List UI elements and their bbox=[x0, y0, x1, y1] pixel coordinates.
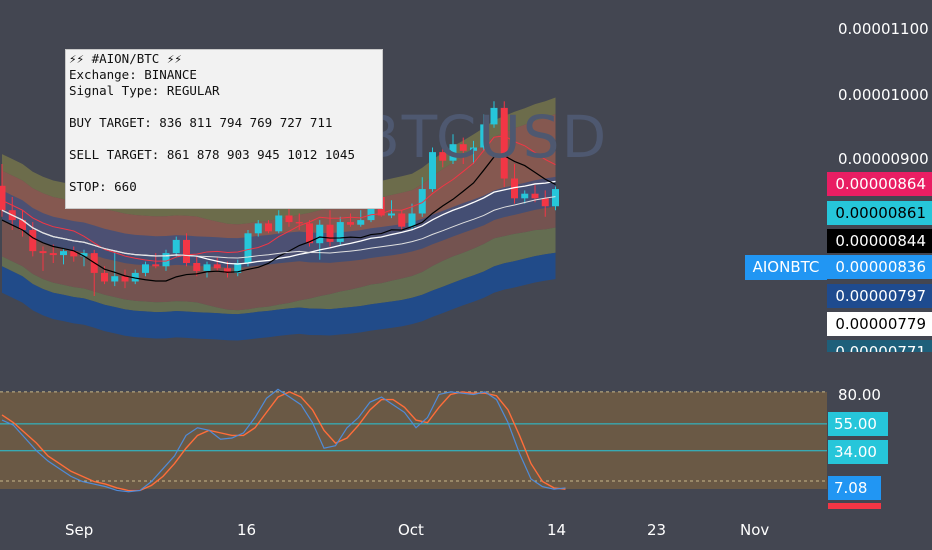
moving-averages bbox=[1, 135, 556, 282]
signal-exchange: Exchange: BINANCE bbox=[69, 67, 197, 82]
candle bbox=[439, 144, 447, 168]
candle bbox=[408, 203, 416, 230]
candle bbox=[142, 261, 149, 277]
candle bbox=[131, 269, 139, 285]
stochastic-oscillator bbox=[0, 388, 827, 493]
candle bbox=[552, 186, 559, 211]
candle bbox=[418, 177, 426, 217]
ma-grey bbox=[1, 196, 556, 259]
candle bbox=[121, 269, 129, 289]
date-label: Sep bbox=[65, 521, 94, 539]
price-label: 0.00000797 bbox=[827, 284, 932, 308]
stoch-d-line bbox=[1, 391, 566, 492]
candle bbox=[60, 248, 67, 265]
signal-sell-targets: SELL TARGET: 861 878 903 945 1012 1045 bbox=[69, 147, 355, 162]
candle bbox=[265, 220, 272, 234]
candle bbox=[357, 210, 365, 227]
candle bbox=[111, 251, 119, 287]
candle bbox=[285, 206, 293, 227]
band-lower bbox=[2, 181, 556, 311]
watermark: BTCUSD bbox=[360, 103, 609, 171]
candle bbox=[480, 114, 488, 151]
signal-title: ⚡⚡ #AION/BTC ⚡⚡ bbox=[69, 51, 182, 66]
candle bbox=[224, 261, 231, 278]
band-cloud bbox=[2, 252, 556, 341]
candle bbox=[449, 134, 457, 164]
candle bbox=[213, 257, 221, 271]
candle bbox=[326, 210, 334, 247]
candle bbox=[347, 213, 354, 227]
ma-red bbox=[1, 135, 556, 262]
osc-tick: 80.00 bbox=[838, 386, 881, 404]
candle bbox=[500, 101, 508, 188]
candle bbox=[429, 147, 436, 192]
signal-type: Signal Type: REGULAR bbox=[69, 83, 220, 98]
candle bbox=[203, 261, 211, 278]
price-label: 0.00000844 bbox=[827, 229, 932, 253]
candle bbox=[254, 220, 262, 237]
candle bbox=[19, 210, 26, 237]
band-cloud-mid bbox=[2, 176, 556, 268]
price-label: 0.00000779 bbox=[827, 312, 932, 336]
osc-zone bbox=[0, 391, 827, 489]
candle bbox=[183, 233, 190, 267]
signal-stop: STOP: 660 bbox=[69, 179, 137, 194]
candle bbox=[398, 210, 406, 230]
candle bbox=[244, 230, 252, 267]
osc-label: 34.00 bbox=[828, 440, 888, 464]
candle bbox=[388, 200, 395, 219]
candlesticks bbox=[0, 101, 559, 296]
indicator-bands bbox=[2, 97, 556, 341]
osc-label: 4.15 bbox=[828, 503, 881, 509]
band-outer-bottom bbox=[2, 227, 556, 315]
price-tick: 0.00001100 bbox=[838, 20, 929, 38]
candle bbox=[162, 249, 170, 271]
candle bbox=[275, 210, 283, 234]
candle bbox=[316, 220, 324, 260]
candle bbox=[531, 185, 539, 203]
band-outer-top bbox=[2, 97, 556, 225]
price-label: 0.00000864 bbox=[827, 172, 932, 196]
price-label: 0.00000771 bbox=[827, 340, 932, 352]
candle bbox=[234, 259, 242, 277]
candle bbox=[511, 164, 518, 204]
stoch-k-line bbox=[1, 388, 566, 493]
candle bbox=[0, 164, 6, 217]
candle bbox=[49, 244, 57, 263]
candle bbox=[39, 246, 47, 271]
price-label: 0.00000836 bbox=[827, 255, 932, 279]
symbol-label[interactable]: AIONBTC bbox=[745, 255, 827, 280]
price-tick: 0.00000900 bbox=[838, 150, 929, 168]
candle bbox=[70, 246, 78, 262]
candle bbox=[459, 137, 467, 164]
candle bbox=[470, 140, 477, 164]
date-label: 23 bbox=[647, 521, 667, 539]
signal-info-box: ⚡⚡ #AION/BTC ⚡⚡ Exchange: BINANCE Signal… bbox=[65, 49, 383, 209]
candle bbox=[490, 101, 498, 128]
candle bbox=[172, 236, 180, 257]
candle bbox=[193, 256, 201, 277]
signal-buy-targets: BUY TARGET: 836 811 794 769 727 711 bbox=[69, 115, 333, 130]
date-label: Oct bbox=[398, 521, 424, 539]
candle bbox=[336, 216, 344, 245]
osc-label: 7.08 bbox=[828, 476, 881, 500]
date-label: 16 bbox=[237, 521, 257, 539]
date-label: Nov bbox=[740, 521, 770, 539]
price-label: 0.00000861 bbox=[827, 201, 932, 225]
candle bbox=[541, 190, 549, 217]
osc-label: 55.00 bbox=[828, 412, 888, 436]
candle bbox=[521, 190, 529, 204]
date-label: 14 bbox=[547, 521, 567, 539]
candle bbox=[80, 249, 88, 267]
ma-black bbox=[1, 155, 556, 282]
candle bbox=[295, 213, 303, 230]
price-tick: 0.00001000 bbox=[838, 86, 929, 104]
